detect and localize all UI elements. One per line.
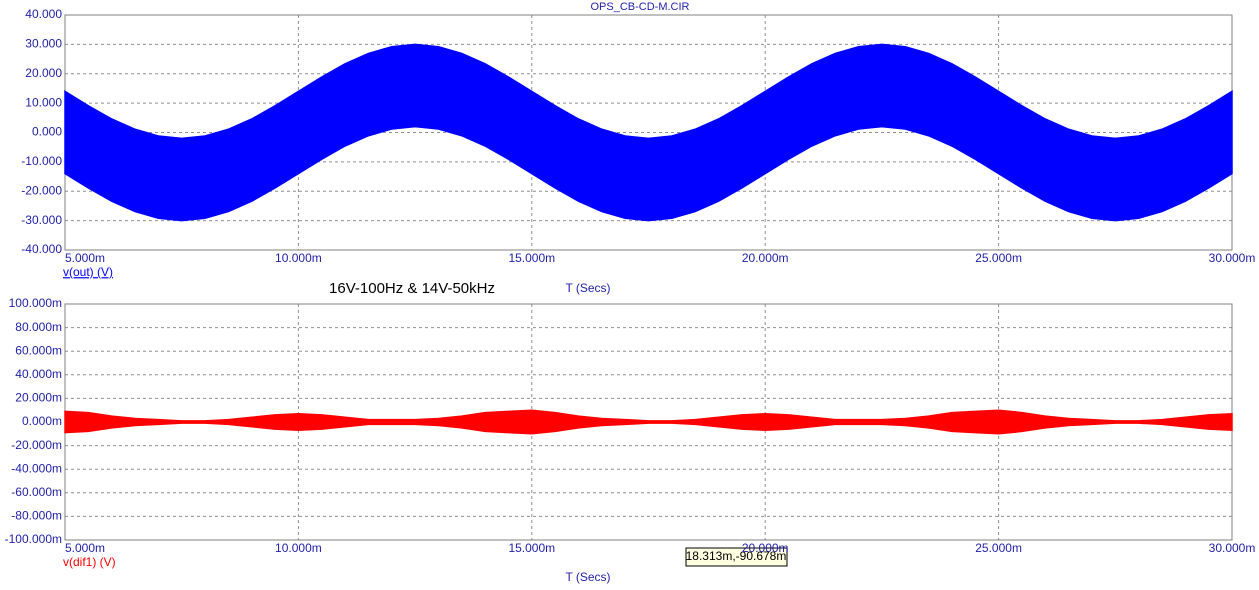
y-tick-label: 0.000 bbox=[32, 125, 62, 139]
series-label: v(out) (V) bbox=[63, 265, 113, 279]
x-tick-label: 30.000m bbox=[1209, 541, 1256, 555]
y-tick-label: -20.000m bbox=[11, 438, 62, 452]
y-tick-label: 20.000 bbox=[25, 66, 62, 80]
x-tick-label: 5.000m bbox=[65, 541, 105, 555]
x-tick-label: 30.000m bbox=[1209, 251, 1256, 265]
x-axis-label: T (Secs) bbox=[565, 281, 610, 295]
y-tick-label: -100.000m bbox=[5, 532, 62, 546]
y-tick-label: 100.000m bbox=[9, 296, 62, 310]
x-tick-label: 10.000m bbox=[275, 251, 322, 265]
x-tick-label: 15.000m bbox=[508, 251, 555, 265]
y-tick-label: 80.000m bbox=[15, 320, 62, 334]
y-tick-label: -60.000m bbox=[11, 485, 62, 499]
x-tick-label: 10.000m bbox=[275, 541, 322, 555]
chart-title: OPS_CB-CD-M.CIR bbox=[590, 1, 689, 13]
annotation: 16V-100Hz & 14V-50kHz bbox=[329, 280, 495, 297]
x-tick-label: 15.000m bbox=[508, 541, 555, 555]
x-axis-label: T (Secs) bbox=[565, 570, 610, 584]
x-tick-label: 25.000m bbox=[975, 541, 1022, 555]
signal-band bbox=[64, 43, 1233, 222]
y-tick-label: 60.000m bbox=[15, 343, 62, 357]
y-tick-label: 10.000 bbox=[25, 95, 62, 109]
y-tick-label: 0.000m bbox=[22, 414, 62, 428]
y-tick-label: -20.000 bbox=[21, 183, 62, 197]
x-tick-label: 20.000m bbox=[742, 541, 789, 555]
y-tick-label: -80.000m bbox=[11, 509, 62, 523]
y-tick-label: -10.000 bbox=[21, 154, 62, 168]
y-tick-label: 30.000 bbox=[25, 37, 62, 51]
x-tick-label: 25.000m bbox=[975, 251, 1022, 265]
y-tick-label: 20.000m bbox=[15, 391, 62, 405]
x-tick-label: 5.000m bbox=[65, 251, 105, 265]
y-tick-label: 40.000 bbox=[25, 7, 62, 21]
y-tick-label: -30.000 bbox=[21, 213, 62, 227]
y-tick-label: 40.000m bbox=[15, 367, 62, 381]
cursor-readout: 18.313m,-90.678m bbox=[686, 549, 787, 563]
cursor-tooltip bbox=[685, 547, 788, 567]
y-tick-label: -40.000m bbox=[11, 461, 62, 475]
x-tick-label: 20.000m bbox=[742, 251, 789, 265]
signal-band bbox=[64, 409, 1233, 435]
series-label: v(dif1) (V) bbox=[63, 555, 116, 569]
y-tick-label: -40.000 bbox=[21, 242, 62, 256]
